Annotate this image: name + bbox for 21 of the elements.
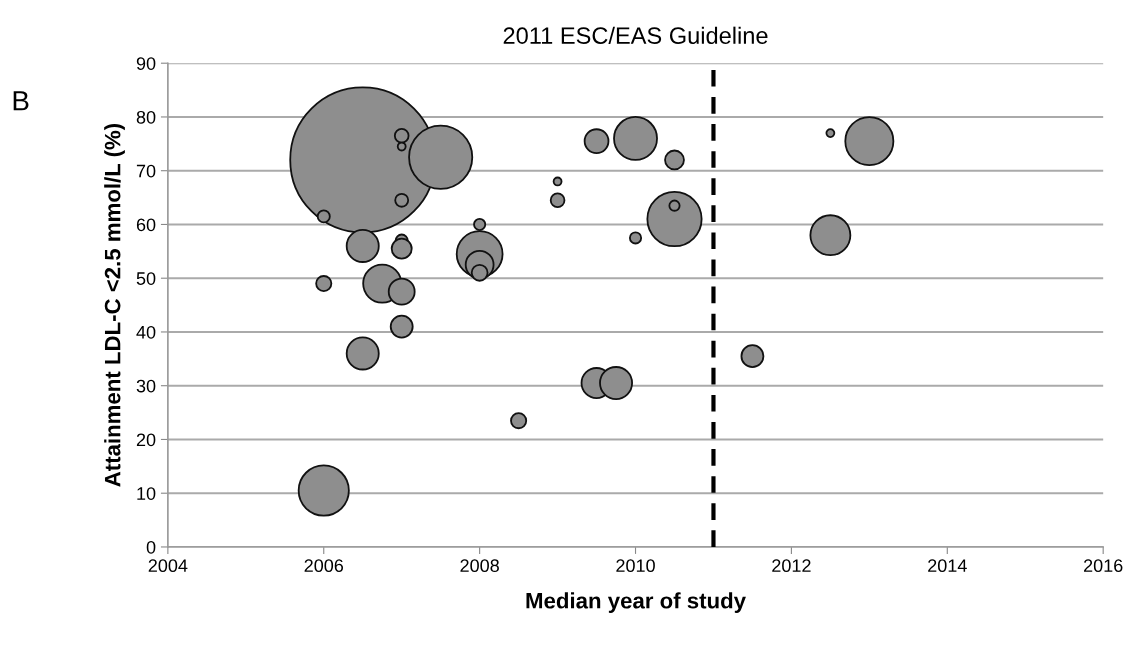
y-tick-label: 70 (136, 164, 156, 178)
y-axis-title: Attainment LDL-C <2.5 mmol/L (%) (104, 123, 125, 487)
x-tick-label: 2010 (616, 559, 655, 573)
y-tick-label: 10 (137, 487, 156, 500)
y-tick-label: 40 (136, 325, 156, 339)
x-tick-label: 2012 (772, 559, 811, 573)
x-tick-label: 2008 (460, 559, 499, 573)
y-tick-label: 20 (136, 433, 156, 447)
x-axis-title: Median year of study (526, 592, 746, 613)
y-tick-label: 60 (136, 218, 156, 232)
y-tick-label: 90 (136, 57, 156, 70)
text: B (13, 91, 29, 111)
x-tick-label: 2004 (148, 559, 188, 573)
x-tick-label: 2006 (304, 559, 344, 573)
chart-title: 2011 ESC/EAS Guideline (503, 26, 768, 44)
y-tick-label: 0 (146, 540, 156, 554)
y-tick-label: 30 (136, 379, 156, 393)
y-tick-label: 50 (136, 272, 156, 285)
x-tick-label: 2016 (1084, 559, 1123, 573)
y-tick-label: 80 (136, 110, 156, 124)
x-tick-label: 2014 (928, 559, 967, 573)
